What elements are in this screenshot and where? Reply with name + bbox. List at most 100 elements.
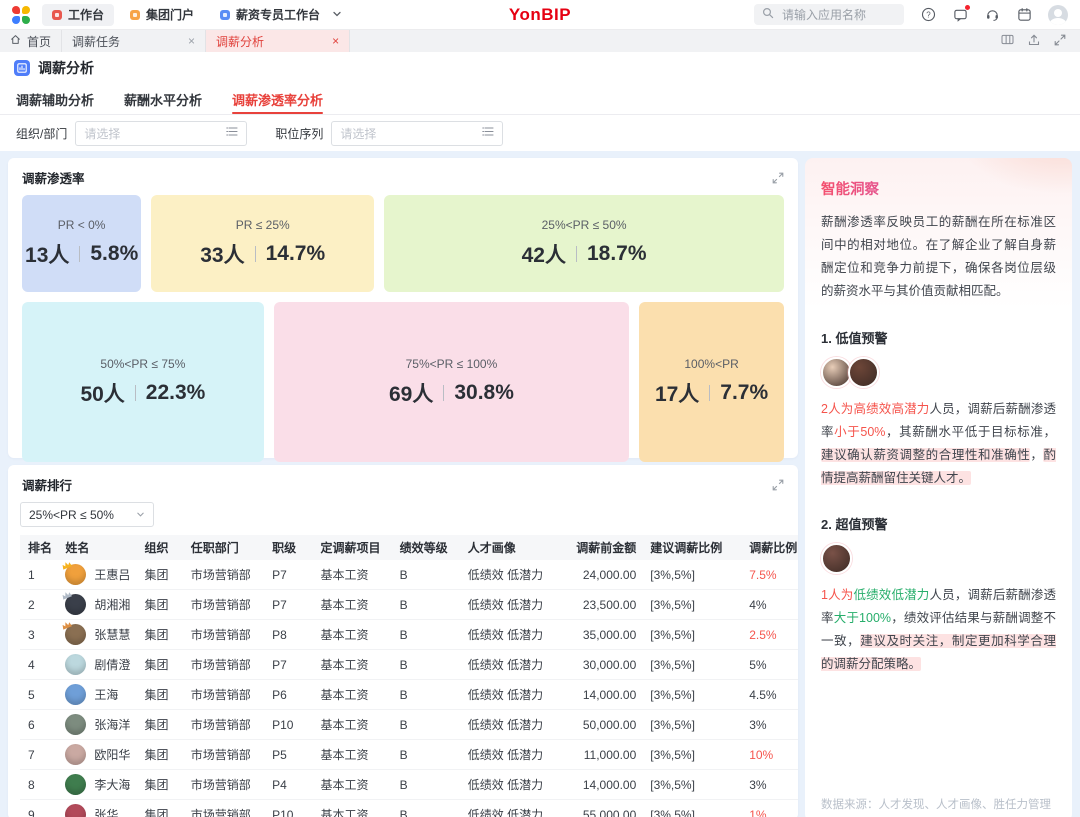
table-header-row: 排名 姓名 组织 任职部门 职级 定调薪项目 绩效等级 人才画像 调薪前金额 建议调薪比例 调薪比例…: [20, 535, 798, 560]
rank-cell: 9: [20, 799, 58, 817]
list-select-icon: [226, 124, 238, 142]
rank-cell: 8: [20, 769, 58, 800]
messages-icon[interactable]: [952, 4, 970, 23]
workspace-tab[interactable]: 薪资专员工作台: [210, 4, 330, 26]
employee-avatar: [65, 654, 87, 675]
page-title: 调薪分析: [38, 60, 94, 76]
filter-input[interactable]: 请选择: [75, 120, 248, 146]
workspace-tab[interactable]: 集团门户: [120, 4, 204, 26]
org-cell: 集团: [136, 649, 183, 680]
table-row: 4 剧倩澄 集团 市场营销部 P7 基本工资 B 低绩效 低潜力 30,000.00 [3%,5%…: [20, 649, 798, 680]
filter-input[interactable]: 请选择: [331, 120, 504, 146]
support-headset-icon[interactable]: [984, 7, 1000, 23]
document-tab-label: 调薪分析: [216, 34, 265, 49]
employee: 胡湘湘: [62, 592, 130, 615]
salary-item-cell: 基本工资: [312, 649, 392, 680]
before-amount-cell: 35,000.00: [552, 619, 643, 650]
share-up-icon[interactable]: [1028, 34, 1040, 49]
adjust-ratio-cell: 4.5%: [741, 679, 798, 710]
employee-name: 张华: [94, 808, 119, 817]
grade-cell: B: [391, 799, 460, 817]
salary-item-cell: 基本工资: [312, 679, 392, 710]
fullscreen-icon[interactable]: [1054, 34, 1066, 49]
headcount-value: 13人: [25, 244, 70, 267]
percent-value: 14.7%: [265, 242, 326, 265]
chevron-down-icon[interactable]: [332, 6, 342, 24]
filter-label: 职位序列: [275, 126, 324, 141]
calendar-icon[interactable]: [1016, 7, 1032, 23]
talent-portrait-cell: 低绩效 低潜力: [459, 769, 553, 800]
app-icon: [52, 9, 62, 20]
employee-avatar: [821, 543, 852, 574]
rank-cell: 4: [20, 649, 58, 680]
employee-avatar: [65, 804, 87, 817]
workspace-tab[interactable]: 工作台: [42, 3, 115, 26]
app-search[interactable]: [754, 4, 904, 25]
expand-icon[interactable]: [772, 479, 784, 491]
employee: 王惠吕: [62, 562, 130, 585]
penetration-card-title: 调薪渗透率: [22, 172, 85, 186]
document-tabs: 调薪任务 × 调薪分析 ×: [62, 30, 351, 52]
talent-portrait-cell: 低绩效 低潜力: [459, 709, 553, 740]
tab-home[interactable]: 首页: [0, 30, 63, 52]
pr-range-label: 75%<PR ≤ 100%: [405, 356, 498, 371]
chevron-down-icon: [137, 512, 144, 517]
subtab[interactable]: 薪酬水平分析: [124, 92, 203, 108]
employee-avatar: [62, 592, 87, 615]
top-right-tools: ?: [754, 4, 1068, 25]
divider: [709, 384, 711, 401]
grade-cell: B: [391, 619, 460, 650]
dept-cell: 市场营销部: [182, 799, 265, 817]
filter: 组织/部门 请选择: [16, 120, 248, 146]
level-cell: P5: [264, 739, 313, 770]
help-icon[interactable]: ?: [920, 7, 936, 23]
filter-bar: 组织/部门 请选择 职位序列 请选择: [0, 115, 1080, 151]
workspace-tab-label: 集团门户: [146, 8, 195, 22]
crown-icon: [59, 620, 74, 634]
employee: 剧倩澄: [65, 654, 130, 675]
insight-title: 智能洞察: [821, 178, 1056, 199]
suggest-ratio-cell: [3%,5%]: [642, 769, 742, 800]
user-avatar[interactable]: [1048, 4, 1068, 25]
insight-text-segment: 人员，调薪后薪酬渗透率: [821, 401, 1056, 439]
document-tab[interactable]: 调薪分析 ×: [206, 30, 351, 52]
employee: 李大海: [65, 774, 130, 795]
column-header: 排名: [20, 535, 58, 560]
dept-cell: 市场营销部: [182, 679, 265, 710]
close-icon[interactable]: ×: [332, 34, 340, 48]
pr-value: 69人 30.8%: [389, 378, 514, 408]
yonyou-logo-icon[interactable]: [12, 5, 30, 24]
layout-columns-icon[interactable]: [1001, 34, 1014, 48]
insight-sections: 1. 低值预警 2人为高绩效高潜力人员，调薪后薪酬渗透率小于50%，其薪酬水平低于…: [821, 328, 1056, 677]
before-amount-cell: 14,000.00: [552, 769, 643, 800]
percent-value: 30.8%: [454, 380, 514, 404]
level-cell: P10: [264, 709, 313, 740]
column-header: 绩效等级: [391, 535, 460, 560]
suggest-ratio-cell: [3%,5%]: [642, 619, 742, 650]
expand-icon[interactable]: [772, 172, 784, 184]
before-amount-cell: 24,000.00: [552, 560, 643, 590]
close-icon[interactable]: ×: [188, 34, 196, 48]
top-bar: 工作台 集团门户 薪资专员工作台 YonBIP ?: [0, 0, 1080, 30]
penetration-block: 100%<PR 17人 7.7%: [639, 302, 784, 462]
percent-value: 5.8%: [90, 242, 139, 265]
app-icon: [130, 9, 141, 20]
workspace-tab-label: 薪资专员工作台: [236, 8, 321, 22]
column-header: 姓名: [57, 535, 137, 560]
ranking-table: 排名 姓名 组织 任职部门 职级 定调薪项目 绩效等级 人才画像 调薪前金额 建议调薪比例 调薪比例…: [20, 535, 798, 817]
insight-section-heading: 1. 低值预警: [821, 330, 888, 346]
headcount-value: 69人: [389, 382, 434, 406]
headcount-value: 17人: [654, 382, 700, 406]
employee-name: 剧倩澄: [94, 658, 131, 672]
document-tab[interactable]: 调薪任务 ×: [62, 30, 207, 52]
dept-cell: 市场营销部: [182, 649, 265, 680]
table-row: 8 李大海 集团 市场营销部 P4 基本工资 B 低绩效 低潜力 14,000.00 [3%,5%…: [20, 769, 798, 800]
subtab[interactable]: 调薪辅助分析: [16, 92, 95, 108]
search-input[interactable]: [780, 6, 894, 23]
pr-range-label: 100%<PR: [684, 356, 739, 371]
filter-placeholder: 请选择: [340, 126, 377, 141]
level-cell: P7: [264, 589, 313, 620]
subtab[interactable]: 调薪渗透率分析: [232, 84, 324, 114]
employee-name: 王海: [94, 688, 119, 702]
pr-range-select[interactable]: 25%<PR ≤ 50%: [20, 502, 154, 527]
